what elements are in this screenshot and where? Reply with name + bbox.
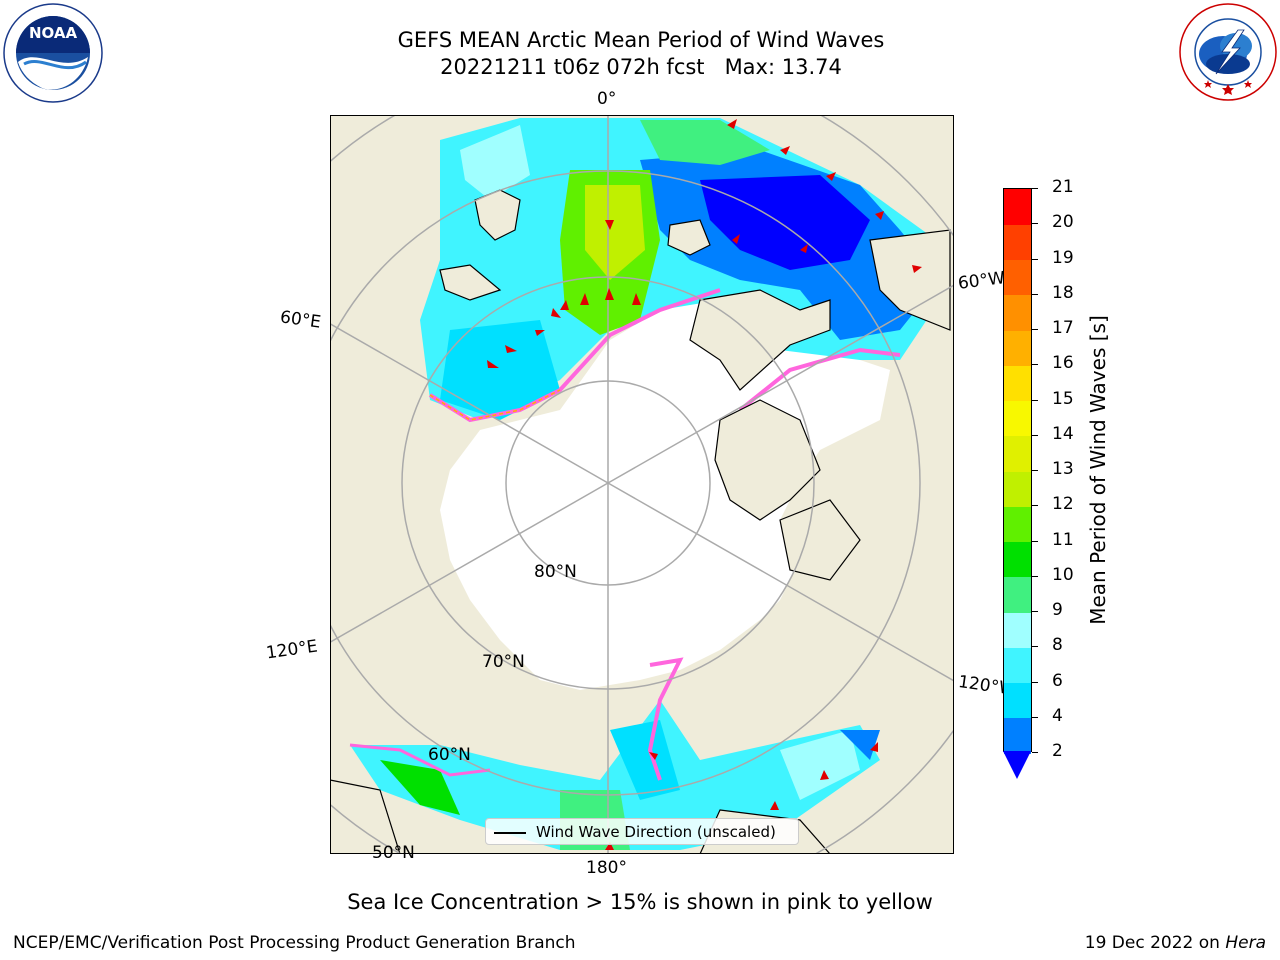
legend-line-sample [494, 832, 526, 834]
colorbar-tick [1032, 681, 1038, 683]
colorbar-segment [1004, 506, 1031, 542]
wave-period-field [349, 118, 950, 850]
legend-label: Wind Wave Direction (unscaled) [536, 823, 776, 841]
colorbar-segment [1004, 682, 1031, 719]
colorbar-tick-label: 8 [1052, 635, 1063, 656]
colorbar-tick-label: 17 [1052, 318, 1074, 338]
colorbar-segment [1004, 189, 1031, 225]
map-legend: Wind Wave Direction (unscaled) [485, 818, 799, 845]
colorbar-tick [1032, 223, 1038, 225]
colorbar-segment [1004, 400, 1031, 437]
lat-label-60n: 60°N [428, 745, 471, 765]
wind-wave-arrows [487, 119, 922, 850]
colorbar-tick [1032, 470, 1038, 471]
colorbar-segment [1004, 330, 1031, 366]
colorbar-tick-label: 4 [1052, 705, 1063, 726]
colorbar [1003, 188, 1032, 754]
chart-title: GEFS MEAN Arctic Mean Period of Wind Wav… [397, 28, 885, 52]
colorbar-tick [1032, 646, 1038, 648]
colorbar-segment [1004, 224, 1031, 260]
colorbar-tick [1032, 752, 1038, 753]
colorbar-tick-label: 21 [1052, 177, 1074, 197]
colorbar-tick [1032, 364, 1038, 366]
colorbar-tick [1032, 505, 1038, 507]
colorbar-extend-triangle [1003, 751, 1031, 779]
chart-subtitle: 20221211 t06z 072h fcst Max: 13.74 [440, 55, 842, 79]
colorbar-tick-label: 11 [1052, 529, 1074, 550]
colorbar-tick [1032, 540, 1038, 542]
colorbar-tick-label: 13 [1052, 459, 1074, 479]
lon-label-180: 180° [586, 858, 627, 878]
colorbar-segment [1004, 294, 1031, 331]
colorbar-tick-label: 14 [1052, 423, 1074, 444]
colorbar-tick [1032, 399, 1038, 401]
colorbar-tick [1032, 188, 1038, 189]
colorbar-tick [1032, 716, 1038, 718]
colorbar-tick-label: 9 [1052, 600, 1063, 620]
colorbar-tick-label: 2 [1052, 741, 1063, 761]
colorbar-tick [1032, 611, 1038, 612]
colorbar-tick-label: 12 [1052, 494, 1074, 515]
colorbar-segment [1004, 365, 1031, 401]
arctic-map [330, 115, 954, 854]
colorbar-segment [1004, 259, 1031, 296]
colorbar-tick [1032, 434, 1038, 436]
colorbar-segment [1004, 541, 1031, 578]
colorbar-title: Mean Period of Wind Waves [s] [1086, 315, 1110, 625]
footer-credit: NCEP/EMC/Verification Post Processing Pr… [13, 933, 576, 953]
colorbar-tick-label: 16 [1052, 353, 1074, 374]
noaa-logo: NOAA [2, 2, 104, 104]
lat-label-50n: 50°N [372, 843, 415, 863]
colorbar-segment [1004, 717, 1031, 754]
lon-label-120e: 120°E [264, 636, 319, 664]
colorbar-segment [1004, 471, 1031, 507]
colorbar-tick-label: 18 [1052, 282, 1074, 303]
landmasses [330, 189, 951, 854]
lon-label-0: 0° [597, 89, 617, 109]
colorbar-segment [1004, 435, 1031, 472]
lon-label-60w: 60°W [956, 268, 1006, 294]
colorbar-tick [1032, 258, 1038, 260]
footer-date: 19 Dec 2022 on Hera [1085, 933, 1266, 953]
lat-label-70n: 70°N [482, 652, 525, 672]
nws-logo [1178, 2, 1278, 102]
sea-ice-caption: Sea Ice Concentration > 15% is shown in … [347, 890, 933, 914]
colorbar-tick-label: 10 [1052, 564, 1074, 585]
colorbar-tick-label: 20 [1052, 212, 1074, 233]
map-svg [330, 115, 954, 854]
lat-label-80n: 80°N [534, 562, 577, 582]
colorbar-segment [1004, 647, 1031, 683]
colorbar-segment [1004, 576, 1031, 613]
colorbar-tick [1032, 293, 1038, 295]
colorbar-tick [1032, 329, 1038, 330]
colorbar-tick-label: 19 [1052, 247, 1074, 268]
colorbar-tick-label: 15 [1052, 388, 1074, 409]
colorbar-tick [1032, 575, 1038, 577]
noaa-logo-text: NOAA [29, 24, 78, 42]
footer-date-text: 19 Dec 2022 on [1084, 933, 1226, 953]
footer-machine: Hera [1225, 933, 1266, 953]
colorbar-segment [1004, 612, 1031, 648]
colorbar-tick-label: 6 [1052, 670, 1063, 691]
lon-label-60e: 60°E [278, 307, 323, 333]
